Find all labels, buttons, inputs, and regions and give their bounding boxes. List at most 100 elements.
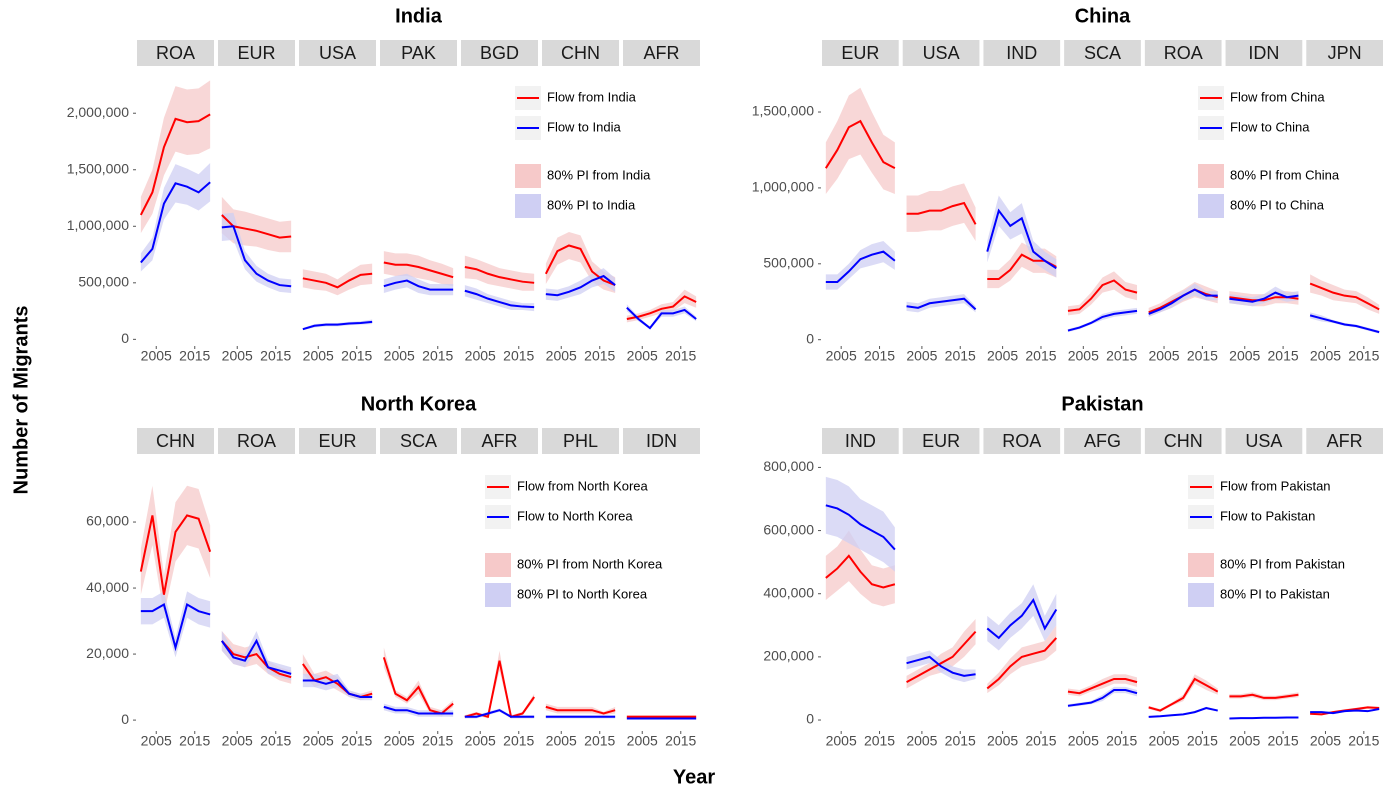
flow-line: [1309, 314, 1380, 334]
x-tick-label: 2015: [503, 733, 534, 749]
flow-line: [1067, 677, 1138, 695]
facet-strip: [1306, 40, 1383, 66]
pi-band: [383, 251, 454, 287]
y-tick-label: 0: [806, 330, 814, 346]
facet-label: AFR: [644, 43, 680, 63]
x-tick-label: 2015: [179, 348, 210, 364]
y-tick-label: 500,000: [763, 255, 814, 271]
x-tick-label: 2005: [303, 348, 334, 364]
pi-band: [464, 285, 535, 312]
x-tick-label: 2005: [987, 348, 1018, 364]
x-tick-label: 2005: [906, 348, 937, 364]
facet-label: CHN: [1164, 431, 1203, 451]
legend-key: [515, 194, 541, 218]
y-tick-label: 800,000: [763, 458, 814, 474]
x-tick-label: 2015: [179, 733, 210, 749]
legend-label: 80% PI from India: [547, 167, 651, 182]
facet-label: IDN: [1248, 43, 1279, 63]
legend-label: Flow to India: [547, 119, 621, 134]
pi-band: [1229, 692, 1299, 701]
x-tick-label: 2005: [627, 348, 658, 364]
x-tick-label: 2005: [546, 348, 577, 364]
x-tick-label: 2005: [222, 733, 253, 749]
legend-label: Flow from India: [547, 89, 637, 104]
facet-strip: [902, 40, 980, 66]
pi-band: [383, 647, 454, 717]
facet-strip: [1306, 428, 1383, 454]
facet-strip: [822, 40, 899, 66]
x-tick-label: 2015: [260, 733, 291, 749]
x-tick-label: 2005: [1229, 348, 1260, 364]
x-tick-label: 2015: [864, 348, 895, 364]
legend-label: 80% PI to North Korea: [517, 586, 648, 601]
x-tick-label: 2015: [1106, 348, 1137, 364]
facet-label: ROA: [156, 43, 195, 63]
facet-strip: [1064, 428, 1141, 454]
x-tick-label: 2015: [1187, 348, 1218, 364]
legend-label: Flow to China: [1230, 119, 1310, 134]
x-tick-label: 2015: [341, 348, 372, 364]
x-tick-label: 2005: [1229, 733, 1260, 749]
x-tick-label: 2005: [1148, 733, 1179, 749]
facet-label: EUR: [318, 431, 356, 451]
facet-label: EUR: [841, 43, 879, 63]
facet-strip: [542, 40, 619, 66]
legend-key: [1198, 194, 1224, 218]
x-tick-label: 2015: [1348, 348, 1379, 364]
facet-strip: [623, 40, 700, 66]
facet-label: AFR: [1327, 431, 1363, 451]
x-tick-label: 2015: [1025, 348, 1056, 364]
panel-title: North Korea: [361, 393, 477, 415]
x-tick-label: 2015: [1106, 733, 1137, 749]
facet-strip: [218, 428, 295, 454]
flow-line: [906, 297, 977, 311]
x-tick-label: 2015: [665, 348, 696, 364]
x-tick-label: 2015: [260, 348, 291, 364]
pi-band: [906, 183, 976, 242]
flow-line: [383, 279, 454, 291]
flow-line: [383, 261, 454, 279]
x-tick-label: 2015: [1268, 348, 1299, 364]
facet-strip: [380, 40, 457, 66]
flow-line: [824, 119, 896, 170]
x-tick-label: 2015: [422, 733, 453, 749]
flow-line: [464, 709, 535, 718]
flow-line: [302, 320, 373, 331]
legend-key: [1188, 583, 1214, 607]
facet-strip: [380, 428, 457, 454]
flow-line: [221, 225, 292, 288]
facet-strip: [623, 428, 700, 454]
flow-line: [140, 181, 211, 264]
pi-band: [1310, 312, 1380, 334]
flow-line: [906, 201, 977, 225]
facet-label: CHN: [561, 43, 600, 63]
pi-band: [987, 625, 1057, 694]
facet-label: AFG: [1084, 431, 1121, 451]
legend-key: [485, 553, 511, 577]
y-tick-label: 2,000,000: [67, 104, 129, 120]
legend-key: [1198, 164, 1224, 188]
facet-label: AFR: [482, 431, 518, 451]
flow-line: [825, 554, 896, 589]
pi-band: [221, 212, 292, 293]
flow-line: [464, 266, 535, 284]
x-tick-label: 2005: [1148, 348, 1179, 364]
y-tick-label: 1,500,000: [67, 160, 129, 176]
facet-strip: [299, 428, 376, 454]
flow-line: [464, 289, 535, 309]
y-tick-label: 500,000: [78, 274, 129, 290]
flow-line: [464, 660, 535, 719]
legend-key: [1188, 553, 1214, 577]
legend-key: [515, 164, 541, 188]
panel-title: Pakistan: [1061, 393, 1143, 415]
x-axis-title: Year: [673, 766, 715, 788]
flow-line: [626, 306, 697, 330]
pi-band: [1310, 274, 1380, 314]
facet-strip: [218, 40, 295, 66]
flow-line: [221, 638, 292, 675]
flow-line: [1229, 693, 1299, 699]
flow-line: [1229, 291, 1299, 303]
facet-strip: [983, 428, 1061, 454]
y-tick-label: 1,000,000: [752, 179, 814, 195]
